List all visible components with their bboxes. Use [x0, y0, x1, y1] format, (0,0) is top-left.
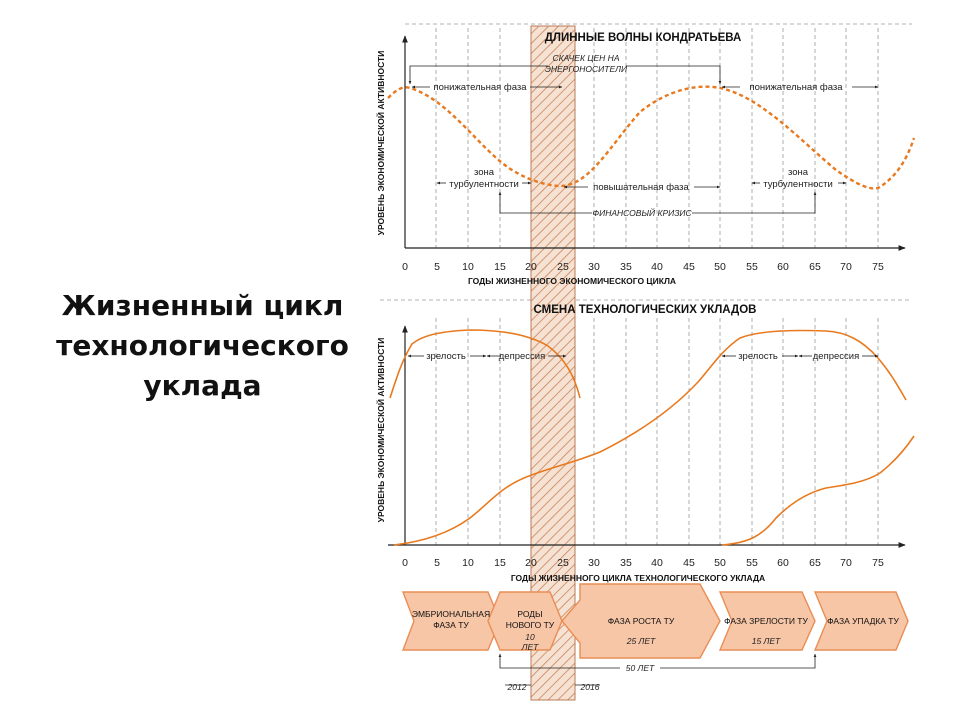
turbulence-band [530, 25, 576, 701]
title-line-3: уклада [143, 369, 262, 402]
birth-duration-years: 10 [525, 632, 535, 642]
fin-crisis-label: ФИНАНСОВЫЙ КРИЗИС [592, 207, 692, 218]
phase-maturity-arrow [718, 591, 816, 651]
top-x-label: ГОДЫ ЖИЗНЕННОГО ЭКОНОМИЧЕСКОГО ЦИКЛА [468, 276, 676, 286]
phase-birth-label-1: РОДЫ [517, 609, 542, 619]
tick-label: 5 [434, 557, 440, 569]
bottom-y-label: УРОВЕНЬ ЭКОНОМИЧЕСКОЙ АКТИВНОСТИ [375, 338, 386, 523]
phase-arrows [401, 583, 909, 659]
tick-label: 10 [462, 557, 474, 569]
maturity-1-label: зрелость [426, 351, 466, 362]
price-jump-bracket-right [626, 65, 722, 85]
turb-zone-2-label-b: турбулентности [763, 179, 833, 190]
price-jump-bracket-left [408, 65, 548, 85]
maturity-2-label: зрелость [738, 351, 778, 362]
current-mode-growth-curve [393, 329, 907, 546]
up-phase-label: повышательная фаза [593, 182, 689, 193]
phase-decline-arrow [813, 591, 909, 651]
tick-label: 70 [840, 557, 852, 569]
phase-decline-label: ФАЗА УПАДКА ТУ [827, 616, 899, 626]
tick-label: 40 [651, 261, 663, 273]
tick-label: 60 [777, 261, 789, 273]
growth-duration: 25 ЛЕТ [626, 636, 656, 646]
tick-label: 60 [777, 557, 789, 569]
tick-label: 45 [683, 557, 695, 569]
tick-label: 40 [651, 557, 663, 569]
slide-title: Жизненный цикл технологического уклада [40, 286, 365, 406]
phase-growth-arrow [561, 583, 721, 659]
tick-label: 0 [402, 557, 408, 569]
tick-label: 75 [872, 261, 884, 273]
price-jump-label-2: ЭНЕРГОНОСИТЕЛИ [545, 64, 628, 74]
birth-duration-unit: ЛЕТ [521, 642, 539, 652]
year-start-label: 2012 [507, 682, 527, 692]
turb-zone-1-label-a: зона [474, 167, 495, 178]
tick-label: 30 [588, 557, 600, 569]
next-mode-curve [721, 435, 915, 546]
tick-label: 35 [620, 261, 632, 273]
tick-label: 65 [809, 261, 821, 273]
tick-label: 50 [714, 261, 726, 273]
fin-crisis-bracket-right [692, 191, 817, 214]
phase-maturity-label: ФАЗА ЗРЕЛОСТИ ТУ [724, 616, 808, 626]
phase-embryo-arrow [401, 591, 501, 651]
tick-label: 55 [746, 557, 758, 569]
phase-birth-arrow [487, 591, 563, 651]
bottom-chart-title: СМЕНА ТЕХНОЛОГИЧЕСКИХ УКЛАДОВ [534, 304, 757, 316]
tick-label: 20 [525, 261, 537, 273]
total-duration-label: 50 ЛЕТ [626, 663, 655, 673]
tick-label: 20 [525, 557, 537, 569]
tick-label: 10 [462, 261, 474, 273]
top-chart-title: ДЛИННЫЕ ВОЛНЫ КОНДРАТЬЕВА [545, 32, 742, 44]
tick-label: 25 [557, 557, 569, 569]
tick-label: 45 [683, 261, 695, 273]
tick-label: 15 [494, 261, 506, 273]
tick-label: 65 [809, 557, 821, 569]
tick-label: 25 [557, 261, 569, 273]
fin-crisis-bracket-left [498, 191, 592, 214]
total-duration-bracket-right [660, 653, 817, 669]
tick-label: 30 [588, 261, 600, 273]
depression-2-label: депрессия [813, 351, 860, 362]
phase-growth-label: ФАЗА РОСТА ТУ [608, 616, 675, 626]
tick-label: 0 [402, 261, 408, 273]
title-line-2: технологического [56, 329, 349, 362]
down-phase-2-label: понижательная фаза [749, 82, 843, 93]
tick-label: 15 [494, 557, 506, 569]
tick-label: 35 [620, 557, 632, 569]
tick-label: 75 [872, 557, 884, 569]
turb-zone-2-label-a: зона [788, 167, 809, 178]
phase-embryo-label-1: ЭМБРИОНАЛЬНАЯ [412, 609, 490, 619]
top-y-label: УРОВЕНЬ ЭКОНОМИЧЕСКОЙ АКТИВНОСТИ [375, 51, 386, 236]
depression-1-label: депрессия [499, 351, 546, 362]
phase-birth-label-2: НОВОГО ТУ [506, 620, 555, 630]
down-phase-1-label: понижательная фаза [433, 82, 527, 93]
maturity-duration: 15 ЛЕТ [752, 636, 781, 646]
phase-embryo-label-2: ФАЗА ТУ [433, 620, 469, 630]
top-x-ticks: 0 5 10 15 20 25 30 35 40 45 50 55 60 65 … [402, 261, 884, 273]
tick-label: 70 [840, 261, 852, 273]
title-line-1: Жизненный цикл [61, 289, 344, 322]
tick-label: 5 [434, 261, 440, 273]
price-jump-label-1: СКАЧЕК ЦЕН НА [553, 53, 620, 63]
turb-zone-1-label-b: турбулентности [449, 179, 519, 190]
tick-label: 50 [714, 557, 726, 569]
year-end-label: 2016 [580, 682, 600, 692]
total-duration-bracket-left [498, 653, 620, 669]
tick-label: 55 [746, 261, 758, 273]
kondratiev-wave-curve [387, 85, 916, 190]
bottom-x-label: ГОДЫ ЖИЗНЕННОГО ЦИКЛА ТЕХНОЛОГИЧЕСКОГО У… [511, 573, 765, 583]
bottom-x-ticks: 0 5 10 15 20 25 30 35 40 45 50 55 60 65 … [402, 557, 884, 569]
